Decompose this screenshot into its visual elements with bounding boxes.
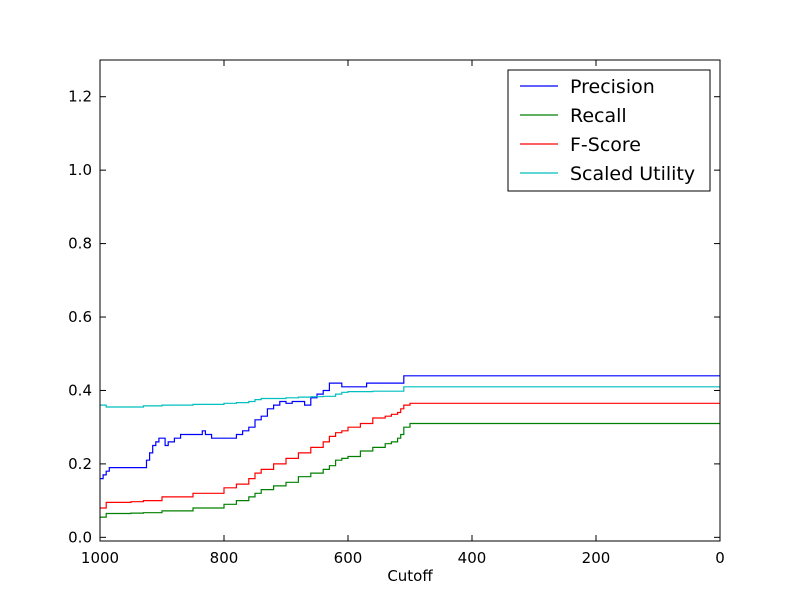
legend-label: F-Score (570, 134, 641, 156)
series-line-scaled-utility (100, 386, 720, 408)
y-tick-label: 1.0 (68, 161, 92, 179)
legend-label: Precision (570, 76, 655, 98)
x-tick-label: 0 (715, 549, 725, 567)
legend: Precision Recall F-Score Scaled Utility (507, 69, 711, 192)
x-tick-label: 800 (210, 549, 239, 567)
plot-frame (99, 59, 721, 542)
series-line-recall (100, 422, 720, 518)
y-tick-label: 1.2 (68, 88, 92, 106)
x-tick-label: 600 (334, 549, 363, 567)
series-line-precision (100, 375, 720, 480)
y-tick-label: 0.8 (68, 235, 92, 253)
series-line-f-score (100, 402, 720, 509)
legend-label: Scaled Utility (570, 163, 695, 185)
x-axis-label: Cutoff (387, 567, 433, 585)
plot-lines (100, 375, 720, 518)
x-tick-label: 200 (582, 549, 611, 567)
x-tick-label: 1000 (81, 549, 119, 567)
y-tick-label: 0.6 (68, 308, 92, 326)
axis-ticks: 1000 800 600 400 200 0 0.0 0.2 0.4 0.6 0.8 1.0 1.2 (68, 60, 725, 567)
y-tick-label: 0.4 (68, 381, 92, 399)
legend-label: Recall (570, 105, 627, 127)
x-tick-label: 400 (458, 549, 487, 567)
y-tick-label: 0.2 (68, 455, 92, 473)
y-tick-label: 0.0 (68, 528, 92, 546)
legend-box (507, 69, 711, 192)
